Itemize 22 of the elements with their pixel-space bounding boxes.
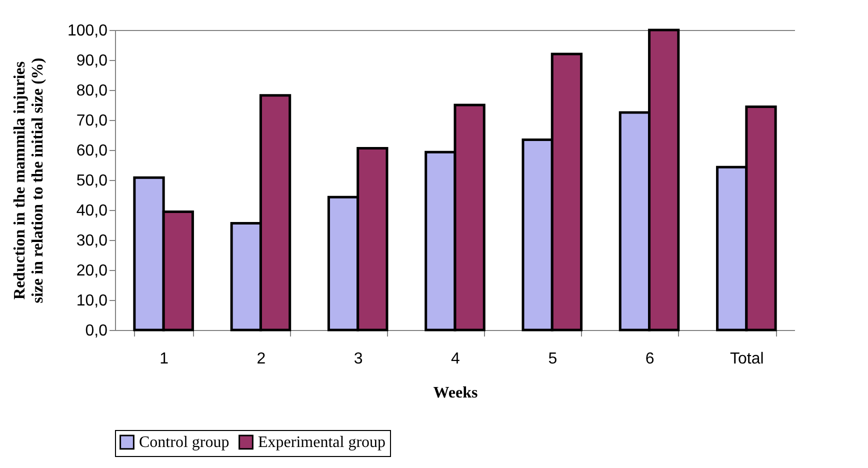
x-axis-title: Weeks (433, 384, 478, 402)
y-tick-label: 0,0 (85, 322, 108, 340)
legend-label: Control group (139, 434, 230, 452)
y-tick-label: 100,0 (67, 22, 108, 40)
x-tick-label: 3 (354, 350, 363, 368)
x-tick-label: 4 (451, 350, 460, 368)
x-tick-label: 2 (256, 350, 266, 368)
y-tick-label: 10,0 (76, 292, 108, 310)
y-axis-title: Reduction in the mammila injuries size in relation to the initial size (%) (11, 58, 46, 304)
y-tick-label: 90,0 (76, 52, 108, 70)
y-tick-label: 40,0 (76, 202, 108, 220)
y-tick-label: 70,0 (76, 112, 108, 130)
x-tick-label: 1 (160, 350, 169, 368)
y-tick-label: 50,0 (76, 172, 108, 190)
x-tick-label: 6 (645, 350, 654, 368)
y-tick-label: 30,0 (76, 232, 108, 250)
x-tick-label: Total (730, 350, 764, 368)
legend-label: Experimental group (258, 434, 386, 452)
y-tick-label: 20,0 (76, 262, 108, 280)
y-tick-label: 60,0 (76, 142, 108, 160)
x-tick-label: 5 (548, 350, 558, 368)
y-tick-label: 80,0 (76, 82, 108, 100)
